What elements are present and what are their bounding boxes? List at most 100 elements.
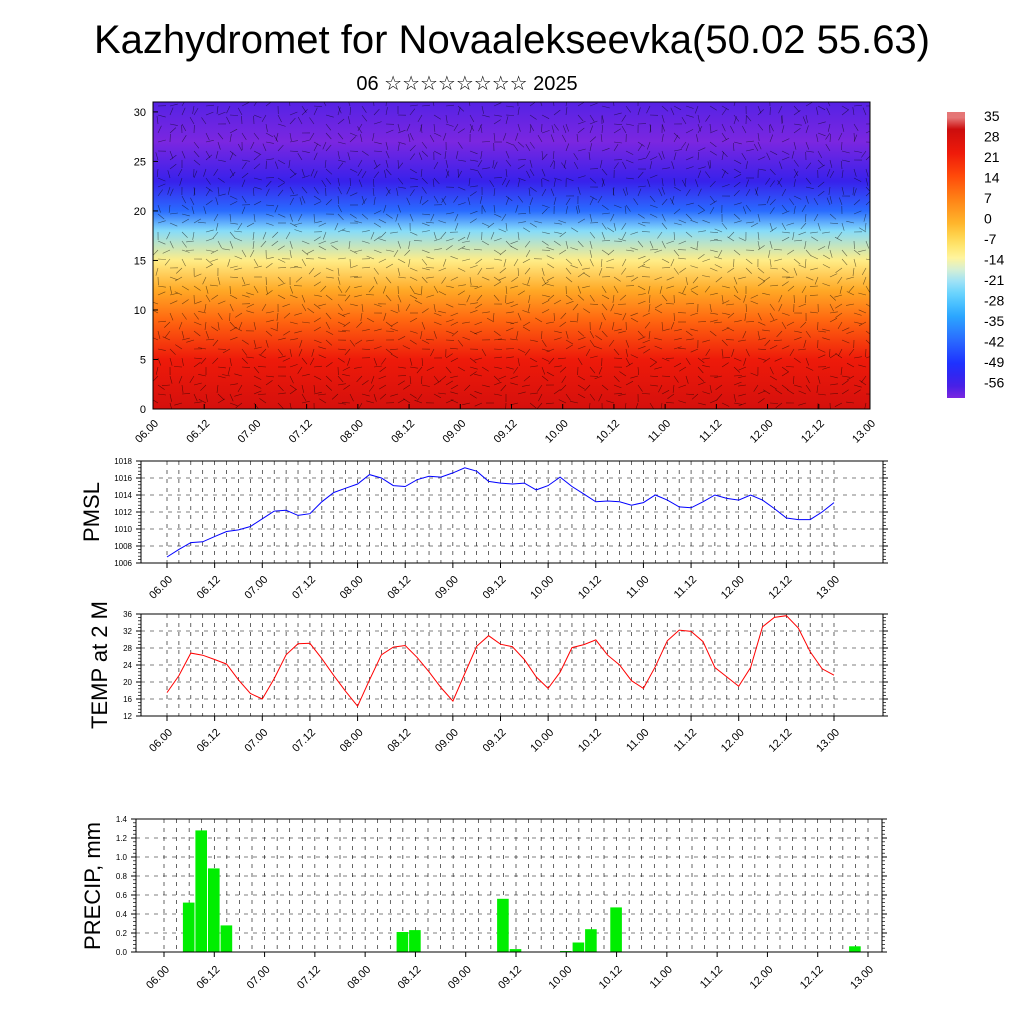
precip-y-axis: 0.00.20.40.60.81.01.21.4 <box>116 815 887 957</box>
wind-barb <box>553 109 561 116</box>
wind-barb <box>738 339 747 342</box>
wind-barb <box>343 384 351 390</box>
wind-barb <box>517 231 520 240</box>
wind-barb <box>406 123 411 132</box>
wind-barb <box>673 177 676 186</box>
wind-barb <box>529 168 535 177</box>
wind-barb <box>654 308 663 314</box>
wind-barb <box>361 170 367 179</box>
wind-barb <box>181 299 189 305</box>
wind-barb <box>690 265 699 269</box>
wind-barb <box>569 320 579 323</box>
wind-barb <box>301 186 308 194</box>
wind-barb <box>265 276 267 286</box>
wind-barb <box>469 191 477 197</box>
wind-barb <box>517 179 520 188</box>
wind-barb <box>805 186 814 189</box>
wind-barb <box>733 190 740 197</box>
wind-barb <box>835 312 843 318</box>
wind-barb <box>169 285 172 294</box>
wind-barb <box>349 393 354 402</box>
wind-barb <box>637 346 646 350</box>
wind-barb <box>791 150 795 159</box>
wind-barb <box>841 339 850 344</box>
wind-barb <box>517 213 527 215</box>
wind-barb <box>697 254 705 260</box>
wind-barb <box>810 311 819 314</box>
wind-barb <box>853 384 862 388</box>
wind-barb <box>193 188 196 197</box>
wind-barb <box>157 189 163 197</box>
wind-barb <box>805 114 808 123</box>
wind-barb <box>601 212 610 215</box>
wind-barb <box>613 357 623 359</box>
wind-barb <box>384 170 387 179</box>
wind-barb <box>409 231 418 236</box>
wind-barb <box>560 384 567 392</box>
wind-barb <box>397 141 406 145</box>
wind-barb <box>313 186 319 194</box>
wind-barb <box>577 148 586 152</box>
wind-barb <box>625 357 631 366</box>
wind-barb <box>721 294 724 303</box>
wind-barb <box>481 348 487 357</box>
wind-barb <box>829 249 833 258</box>
wind-barb <box>705 348 711 356</box>
wind-barb <box>510 285 519 289</box>
wind-barb <box>625 249 634 252</box>
wind-barb <box>779 161 783 170</box>
wind-barb <box>361 114 368 122</box>
wind-barb <box>657 231 663 239</box>
wind-barb <box>421 285 423 295</box>
wind-barb <box>189 116 195 125</box>
wind-barb <box>607 227 615 233</box>
wind-barb <box>421 384 430 387</box>
wind-barb <box>524 267 531 275</box>
wind-barb <box>493 330 501 336</box>
wind-barb <box>816 107 819 116</box>
precip-bar <box>497 898 509 952</box>
wind-barb <box>594 375 603 380</box>
wind-barb <box>469 330 478 335</box>
wind-barb <box>853 199 861 206</box>
wind-barb <box>373 108 380 116</box>
wind-barb <box>457 245 466 251</box>
wind-barb <box>217 300 226 305</box>
wind-barb <box>480 150 483 159</box>
wind-barb <box>523 227 531 233</box>
wind-barb <box>561 162 567 170</box>
wind-barb <box>527 303 531 312</box>
wind-barb <box>715 276 723 283</box>
wind-barb <box>190 197 195 206</box>
wind-barb <box>709 239 718 242</box>
wind-barb <box>541 357 550 362</box>
wind-barb <box>853 312 862 316</box>
x-tick-label: 10.12 <box>576 574 604 602</box>
wind-barb <box>825 144 831 152</box>
wind-barb <box>584 384 591 392</box>
wind-barb <box>697 147 706 152</box>
wind-barb <box>846 401 855 404</box>
wind-barb <box>625 339 630 348</box>
wind-barb <box>601 222 607 230</box>
wind-barb <box>277 182 285 188</box>
wind-barb <box>793 239 803 242</box>
wind-barb <box>294 229 303 233</box>
wind-barb <box>390 328 399 332</box>
wind-barb <box>641 231 651 233</box>
wind-barb <box>217 312 223 320</box>
wind-barb <box>155 152 159 161</box>
x-tick-label: 07.00 <box>242 574 270 602</box>
wind-barb <box>793 267 798 276</box>
wind-barb <box>522 283 531 287</box>
wind-barb <box>622 312 627 321</box>
wind-barb <box>373 267 379 275</box>
wind-barb <box>714 256 723 260</box>
wind-barb <box>181 204 189 210</box>
wind-barb <box>809 285 819 287</box>
wind-barb <box>637 336 646 341</box>
wind-barb <box>201 117 207 125</box>
wind-barb <box>421 141 428 149</box>
wind-barb <box>505 168 508 177</box>
wind-barb <box>205 263 214 269</box>
